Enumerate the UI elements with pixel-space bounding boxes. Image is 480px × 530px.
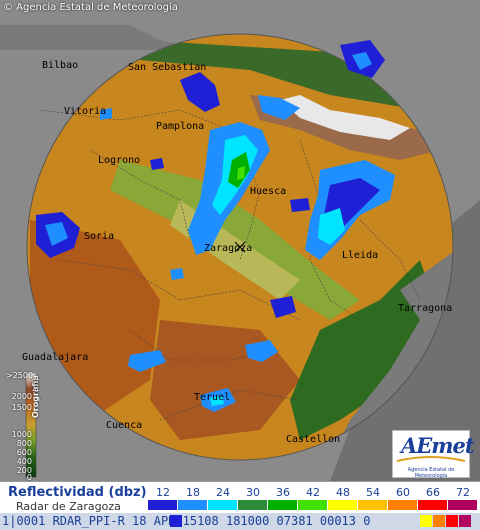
scale-level-swatch	[328, 500, 357, 510]
orography-tick: 0	[26, 473, 32, 482]
scale-level-label: 48	[336, 486, 350, 499]
city-label: Huesca	[250, 186, 287, 197]
reflectivity-title: Reflectividad (dbz)	[8, 485, 147, 500]
coastal-lowlands	[290, 260, 440, 440]
radar-echoes	[36, 40, 395, 412]
aemet-subtitle: Agencia Estatal de Meteorología	[407, 467, 455, 479]
orography-tick: 2000	[11, 392, 32, 401]
echo-navarra-north	[180, 72, 220, 112]
province-borders	[39, 109, 421, 421]
echo-pyrenees-west	[258, 95, 300, 120]
scale-level-label: 24	[216, 486, 230, 499]
scale-level-label: 54	[366, 486, 380, 499]
city-label: Bilbao	[42, 60, 79, 71]
status-marker	[459, 515, 471, 527]
radar-range-ring	[26, 33, 454, 461]
status-marker	[446, 515, 458, 527]
aemet-logo: AEmet Agencia Estatal de Meteorología	[392, 430, 475, 479]
scale-level-label: 36	[276, 486, 290, 499]
city-label: Logrono	[98, 155, 141, 166]
city-label: Guadalajara	[22, 352, 89, 363]
scale-level-swatch	[268, 500, 297, 510]
city-label: Soria	[84, 231, 115, 242]
orography-unit: (m)	[31, 377, 40, 392]
bay-of-biscay	[0, 25, 200, 50]
scale-level-swatch	[178, 500, 207, 510]
city-label: Pamplona	[156, 121, 205, 132]
scale-level-swatch	[358, 500, 387, 510]
scale-level-label: 72	[456, 486, 470, 499]
radar-name: Radar de Zaragoza	[16, 500, 121, 513]
orography-legend: >2500 2000 1500 1000 800 600 400 200 0	[6, 371, 50, 482]
orography-tick: 200	[16, 466, 32, 475]
reflectivity-legend: Reflectividad (dbz) Radar de Zaragoza 12…	[0, 481, 480, 514]
scale-level-swatch	[388, 500, 417, 510]
scale-level-label: 66	[426, 486, 440, 499]
status-marker	[420, 515, 432, 527]
status-marker	[170, 515, 182, 527]
orography-tick: 400	[16, 457, 32, 466]
city-label: Cuenca	[106, 420, 143, 431]
status-text: 1|0001 RDAR_PPI-R 18 APR 15108 181000 07…	[2, 514, 371, 528]
radar-map	[0, 0, 480, 481]
radar-disk	[27, 34, 453, 460]
city-label: Zaragoza	[204, 243, 253, 254]
scale-level-swatch	[238, 500, 267, 510]
city-label: Lleida	[342, 250, 379, 261]
orography-tick: 1500	[11, 403, 32, 412]
scale-level-label: 18	[186, 486, 200, 499]
status-marker	[433, 515, 445, 527]
scale-level-label: 42	[306, 486, 320, 499]
scale-level-swatch	[418, 500, 447, 510]
city-label: Castellon	[286, 434, 341, 445]
orography-tick: 600	[16, 448, 32, 457]
scale-level-swatch	[148, 500, 177, 510]
city-label: Tarragona	[398, 303, 453, 314]
city-label: San Sebastian	[128, 62, 207, 73]
city-label: Teruel	[194, 392, 231, 403]
scale-level-swatch	[448, 500, 477, 510]
scale-level-swatch	[298, 500, 327, 510]
scale-level-label: 30	[246, 486, 260, 499]
scale-level-swatch	[208, 500, 237, 510]
echo-teruel-north	[245, 340, 278, 362]
aemet-wordmark: AEmet	[401, 433, 475, 458]
scale-level-label: 60	[396, 486, 410, 499]
echo-guadalajara	[128, 350, 166, 372]
radar-site-icon	[234, 241, 246, 253]
scale-level-label: 12	[156, 486, 170, 499]
orography-tick: 800	[16, 439, 32, 448]
city-label: Vitoria	[64, 106, 107, 117]
orography-tick: >2500	[6, 371, 34, 380]
pyrenees-snow	[280, 95, 410, 140]
status-bar: 1|0001 RDAR_PPI-R 18 APR 15108 181000 07…	[0, 513, 480, 530]
orography-tick: 1000	[11, 430, 32, 439]
copyright-notice: © Agencia Estatal de Meteorología	[3, 2, 178, 13]
